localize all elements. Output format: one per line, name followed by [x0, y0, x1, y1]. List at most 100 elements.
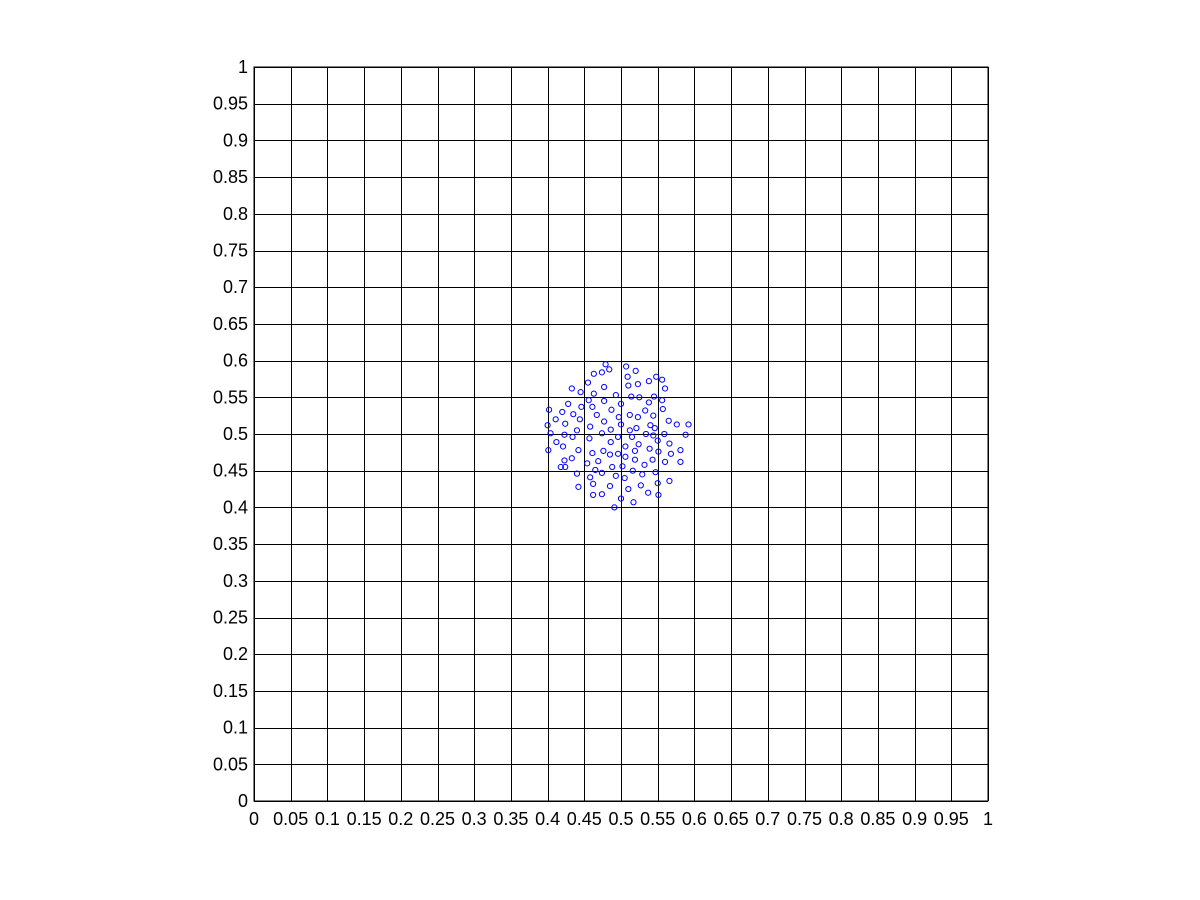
data-point — [547, 430, 554, 437]
x-tick-label: 0.25 — [420, 809, 455, 829]
data-point — [608, 406, 615, 413]
data-point — [650, 432, 657, 439]
data-point — [666, 440, 673, 447]
data-point — [639, 471, 646, 478]
data-point — [595, 458, 602, 465]
data-point — [609, 463, 616, 471]
x-tick-label: 0.45 — [567, 809, 602, 829]
data-point — [619, 463, 626, 470]
y-tick-label: 0.95 — [213, 94, 248, 114]
data-point — [659, 405, 666, 413]
data-point — [659, 376, 666, 383]
data-point — [631, 456, 639, 463]
data-point — [637, 482, 644, 489]
data-point — [661, 430, 668, 438]
data-point — [646, 445, 653, 452]
data-point — [649, 456, 656, 463]
data-point — [612, 472, 619, 479]
data-point — [647, 422, 654, 429]
data-point — [666, 477, 673, 485]
x-tick-label: 0.3 — [462, 809, 487, 829]
x-tick-label: 0.75 — [787, 809, 822, 829]
data-point — [629, 467, 636, 474]
data-point — [685, 421, 692, 428]
data-point — [561, 457, 568, 464]
data-point — [632, 367, 639, 374]
data-point — [601, 397, 608, 405]
data-point — [645, 378, 652, 385]
data-point — [642, 430, 650, 438]
y-tick-label: 0.1 — [223, 718, 248, 738]
x-tick-label: 0.15 — [347, 809, 382, 829]
y-tick-label: 0.15 — [213, 681, 248, 701]
data-point — [628, 393, 635, 400]
data-point — [576, 416, 583, 423]
data-point — [584, 379, 592, 386]
data-point — [611, 504, 618, 511]
data-point — [573, 470, 581, 477]
data-point — [677, 458, 684, 465]
data-point — [653, 373, 660, 380]
data-point — [617, 421, 625, 428]
data-point — [615, 414, 622, 421]
data-point — [607, 426, 614, 433]
data-point — [606, 483, 614, 490]
data-point — [635, 441, 642, 448]
data-point — [601, 383, 608, 391]
axes-frame — [253, 66, 989, 802]
data-point — [565, 400, 572, 408]
y-tick-label: 0.65 — [213, 314, 248, 334]
data-point — [545, 406, 553, 413]
data-point — [655, 491, 662, 499]
data-points — [544, 361, 692, 511]
data-point — [634, 414, 641, 421]
data-point — [645, 489, 652, 496]
x-tick-label: 0.7 — [755, 809, 780, 829]
data-point — [600, 447, 607, 454]
data-point — [631, 447, 639, 454]
data-point — [606, 451, 614, 458]
data-point — [573, 427, 581, 434]
y-tick-label: 0.5 — [223, 424, 248, 444]
data-point — [617, 495, 625, 502]
data-point — [578, 403, 585, 410]
data-point — [626, 411, 633, 419]
data-point — [602, 361, 609, 368]
data-point — [562, 463, 569, 471]
y-tick-label: 0.05 — [213, 754, 248, 774]
data-point — [568, 455, 575, 462]
data-point — [614, 450, 622, 457]
data-point — [645, 399, 652, 406]
data-point — [642, 407, 649, 414]
x-tick-label: 0.55 — [640, 809, 675, 829]
data-point — [584, 460, 591, 467]
data-point — [654, 437, 661, 444]
data-point — [590, 480, 597, 488]
data-point — [650, 393, 658, 400]
data-point — [590, 370, 597, 377]
data-point — [624, 373, 631, 380]
data-point — [622, 443, 629, 450]
y-tick-label: 0.6 — [223, 351, 248, 371]
x-tick-label: 0.6 — [682, 809, 707, 829]
data-point — [568, 385, 575, 392]
x-tick-label: 0 — [249, 809, 259, 829]
data-point — [553, 438, 560, 446]
data-point — [614, 433, 622, 441]
data-point — [650, 412, 657, 419]
data-point — [625, 485, 632, 493]
data-point — [589, 403, 596, 410]
data-point — [673, 421, 680, 428]
data-point — [587, 423, 594, 430]
data-point — [623, 363, 630, 370]
data-point — [626, 427, 633, 434]
data-point — [641, 461, 648, 468]
data-point — [589, 449, 596, 457]
data-point — [598, 469, 606, 477]
data-point — [577, 389, 584, 396]
y-tick-label: 0.7 — [223, 277, 248, 297]
x-tick-label: 0.35 — [493, 809, 528, 829]
data-point — [545, 447, 552, 454]
data-point — [667, 450, 675, 457]
data-point — [593, 411, 600, 419]
